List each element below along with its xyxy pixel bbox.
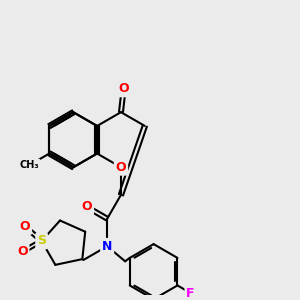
Text: O: O — [20, 220, 30, 233]
Text: CH₃: CH₃ — [19, 160, 39, 170]
Text: O: O — [116, 161, 126, 174]
Text: O: O — [118, 82, 129, 95]
Text: O: O — [82, 200, 92, 214]
Text: O: O — [17, 245, 28, 258]
Text: F: F — [186, 286, 195, 299]
Text: N: N — [102, 240, 112, 253]
Text: S: S — [37, 235, 46, 248]
